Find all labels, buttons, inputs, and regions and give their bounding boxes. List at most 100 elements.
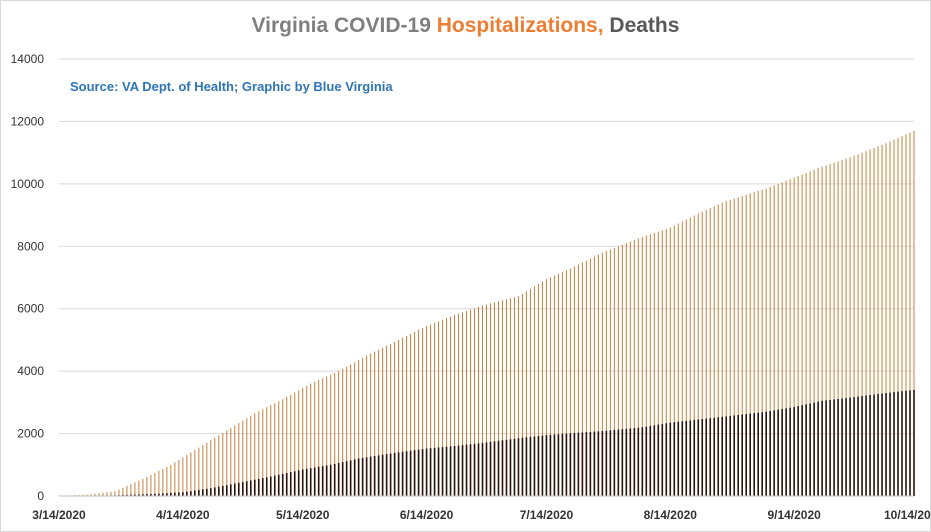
deaths-bar — [697, 419, 700, 496]
deaths-bar — [721, 416, 724, 496]
deaths-bar — [717, 417, 720, 496]
hospitalizations-bar — [625, 243, 627, 496]
hospitalizations-bar — [857, 154, 859, 496]
hospitalizations-bar — [561, 271, 563, 496]
title-part-deaths: Deaths — [603, 14, 680, 37]
hospitalizations-bar — [378, 349, 380, 496]
hospitalizations-bar — [709, 208, 711, 496]
hospitalizations-bar — [218, 435, 220, 496]
hospitalizations-bar — [86, 494, 88, 496]
hospitalizations-bar — [609, 249, 611, 496]
deaths-bar — [269, 476, 272, 496]
hospitalizations-bar — [342, 368, 344, 496]
deaths-bar — [365, 457, 368, 496]
deaths-bar — [409, 450, 412, 496]
deaths-bar — [186, 491, 188, 496]
hospitalizations-bar — [478, 306, 480, 496]
deaths-bar — [569, 433, 572, 496]
hospitalizations-bar — [505, 299, 507, 496]
hospitalizations-bar — [138, 480, 140, 496]
x-tick-label: 6/14/2020 — [400, 508, 454, 522]
deaths-bar — [905, 390, 907, 496]
deaths-bar — [146, 494, 148, 496]
hospitalizations-bar — [274, 403, 276, 496]
hospitalizations-bar — [677, 223, 679, 497]
hospitalizations-bar — [513, 297, 515, 496]
hospitalizations-bar — [685, 219, 687, 496]
hospitalizations-bar — [262, 409, 264, 496]
deaths-bar — [565, 433, 568, 496]
hospitalizations-bar — [861, 152, 863, 496]
hospitalizations-bar — [206, 442, 208, 496]
deaths-bar — [881, 393, 883, 496]
deaths-bar — [553, 434, 556, 496]
deaths-bar — [649, 425, 652, 496]
deaths-bar — [150, 493, 152, 496]
deaths-bar — [249, 480, 252, 496]
deaths-bar — [202, 489, 204, 496]
deaths-bar — [857, 396, 859, 496]
hospitalizations-bar — [813, 169, 815, 496]
deaths-bar — [178, 492, 180, 496]
hospitalizations-bar — [246, 418, 248, 496]
hospitalizations-bar — [94, 493, 96, 496]
deaths-bar — [425, 448, 428, 496]
deaths-bar — [545, 435, 548, 496]
deaths-bar — [585, 432, 588, 496]
hospitalizations-bar — [330, 374, 332, 496]
hospitalizations-bar — [462, 312, 464, 496]
deaths-bar — [641, 427, 644, 496]
hospitalizations-bar — [450, 316, 452, 496]
deaths-bar — [529, 436, 532, 496]
deaths-bar — [577, 432, 580, 496]
hospitalizations-bar — [749, 193, 751, 496]
deaths-bar — [621, 429, 624, 496]
deaths-bar — [725, 416, 728, 496]
deaths-bar — [677, 421, 680, 496]
hospitalizations-bar — [501, 300, 503, 496]
deaths-bar — [817, 401, 819, 496]
deaths-bar — [533, 436, 536, 496]
deaths-bar — [689, 420, 692, 496]
deaths-bar — [633, 428, 636, 496]
hospitalizations-bar — [797, 176, 799, 497]
deaths-bar — [505, 439, 508, 496]
hospitalizations-bar — [214, 437, 216, 496]
deaths-bar — [509, 439, 512, 496]
deaths-bar — [265, 477, 268, 496]
hospitalizations-bar — [310, 383, 312, 496]
hospitalizations-bar — [150, 474, 152, 496]
hospitalizations-bar — [170, 464, 172, 496]
hospitalizations-bar — [254, 413, 256, 496]
deaths-bar — [877, 394, 879, 496]
hospitalizations-bar — [729, 199, 731, 496]
deaths-bar — [661, 423, 664, 496]
hospitalizations-bar — [110, 491, 112, 496]
hospitalizations-bar — [753, 192, 755, 497]
deaths-bar — [309, 468, 312, 496]
hospitalizations-bar — [801, 174, 803, 497]
deaths-bar — [445, 446, 448, 496]
deaths-bar — [785, 408, 787, 496]
deaths-bar — [341, 462, 344, 496]
hospitalizations-bar — [282, 399, 284, 496]
deaths-bar — [182, 492, 184, 496]
deaths-bar — [461, 445, 464, 496]
hospitalizations-bar — [90, 494, 92, 496]
deaths-bar — [801, 405, 803, 496]
x-tick-label: 8/14/2020 — [644, 508, 698, 522]
deaths-bar — [693, 419, 696, 496]
deaths-bar — [381, 454, 384, 496]
deaths-bar — [158, 493, 160, 496]
hospitalizations-bar — [486, 304, 487, 496]
x-tick-label: 7/14/2020 — [520, 508, 574, 522]
deaths-bar — [325, 465, 328, 496]
hospitalizations-bar — [721, 202, 723, 496]
hospitalizations-bar — [374, 351, 376, 496]
hospitalizations-bar — [653, 232, 655, 496]
hospitalizations-bar — [509, 298, 511, 496]
deaths-bar — [669, 422, 672, 496]
hospitalizations-bar — [805, 172, 807, 496]
deaths-bar — [477, 443, 480, 496]
hospitalizations-bar — [82, 494, 84, 496]
